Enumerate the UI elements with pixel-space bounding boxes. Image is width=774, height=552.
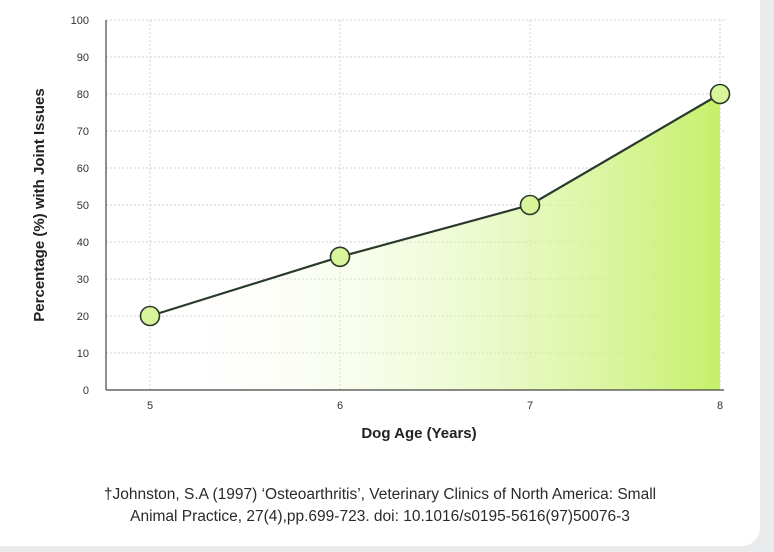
x-tick-label: 8 (717, 400, 723, 412)
citation-line-1: †Johnston, S.A (1997) ‘Osteoarthritis’, … (103, 486, 657, 503)
series-line (149, 93, 721, 318)
y-tick-labels: 0 10 20 30 40 50 60 70 80 90 100 (71, 15, 89, 397)
x-tick-label: 5 (147, 400, 153, 412)
citation: †Johnston, S.A (1997) ‘Osteoarthritis’, … (0, 484, 760, 528)
y-tick-label: 30 (77, 274, 89, 286)
y-tick-label: 60 (77, 163, 89, 175)
area-fill (150, 94, 720, 390)
y-tick-label: 10 (77, 348, 89, 360)
data-point (329, 246, 351, 268)
joint-issues-chart: 0 10 20 30 40 50 60 70 80 90 100 5 6 7 8 Percentage (… (31, 15, 731, 442)
x-tick-label: 7 (527, 400, 533, 412)
chart-card: 0 10 20 30 40 50 60 70 80 90 100 5 6 7 8 Percentage (… (0, 0, 760, 546)
y-tick-label: 20 (77, 311, 89, 323)
data-point (139, 305, 161, 327)
data-points (139, 83, 731, 327)
data-point (519, 194, 541, 216)
chart-axes (105, 20, 724, 391)
y-tick-label: 40 (77, 237, 89, 249)
y-tick-label: 90 (77, 52, 89, 64)
x-axis-title: Dog Age (Years) (361, 425, 476, 442)
y-tick-label: 80 (77, 89, 89, 101)
data-point (709, 83, 731, 105)
citation-line-2: Animal Practice, 27(4),pp.699-723. doi: … (130, 508, 630, 525)
y-tick-label: 0 (83, 385, 89, 397)
x-tick-labels: 5 6 7 8 (147, 400, 723, 412)
x-tick-label: 6 (337, 400, 343, 412)
y-tick-label: 100 (71, 15, 89, 27)
y-axis-title: Percentage (%) with Joint Issues (31, 88, 48, 321)
y-tick-label: 50 (77, 200, 89, 212)
y-tick-label: 70 (77, 126, 89, 138)
